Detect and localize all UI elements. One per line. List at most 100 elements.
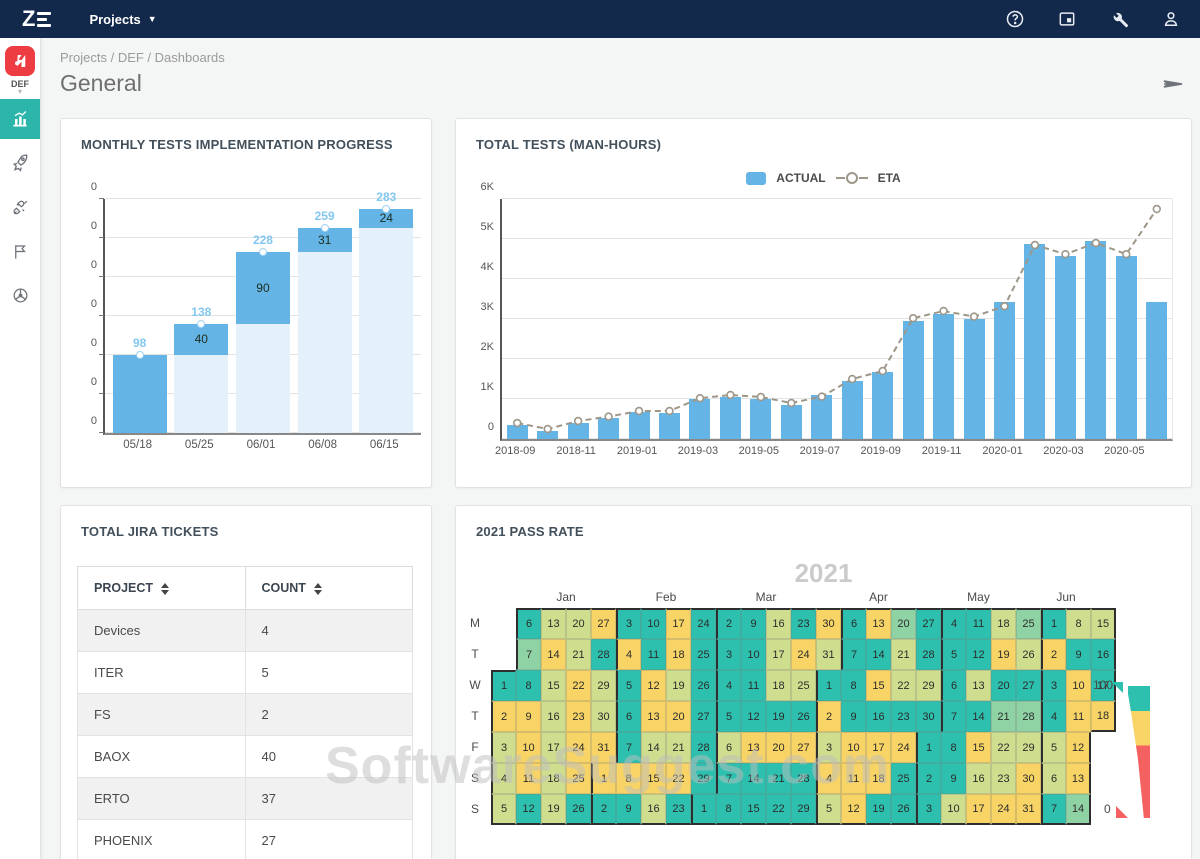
heatmap-cell[interactable]: 18 <box>666 639 691 670</box>
heatmap-cell[interactable]: 6 <box>616 701 641 732</box>
heatmap-cell[interactable]: 18 <box>991 608 1016 639</box>
table-row[interactable]: BAOX 40 <box>77 735 413 778</box>
eta-point[interactable] <box>726 390 735 400</box>
heatmap-cell[interactable]: 18 <box>766 670 791 701</box>
heatmap-cell[interactable]: 13 <box>866 608 891 639</box>
bar-increment[interactable] <box>174 323 229 356</box>
bar-actual[interactable] <box>811 395 833 439</box>
bar-actual[interactable] <box>1115 255 1137 439</box>
heatmap-cell[interactable]: 14 <box>541 639 566 670</box>
heatmap-cell[interactable]: 23 <box>991 763 1016 794</box>
heatmap-cell[interactable]: 11 <box>841 763 866 794</box>
eta-point[interactable] <box>787 398 796 408</box>
eta-point[interactable] <box>573 416 583 426</box>
heatmap-cell[interactable]: 24 <box>566 732 591 763</box>
bar-actual[interactable] <box>780 404 802 439</box>
sidebar-item-releases[interactable] <box>0 143 40 183</box>
heatmap-cell[interactable]: 4 <box>816 763 841 794</box>
heatmap-cell[interactable]: 22 <box>666 763 691 794</box>
heatmap-cell[interactable]: 16 <box>641 794 666 825</box>
sidebar-item-dashboards[interactable] <box>0 99 40 139</box>
heatmap-cell[interactable]: 23 <box>566 701 591 732</box>
bar-actual[interactable] <box>841 381 863 439</box>
table-row[interactable]: Devices 4 <box>77 609 413 652</box>
heatmap-cell[interactable]: 25 <box>1016 608 1041 639</box>
heatmap-cell[interactable]: 7 <box>841 639 866 670</box>
heatmap-cell[interactable]: 12 <box>641 670 666 701</box>
heatmap-cell[interactable]: 13 <box>966 670 991 701</box>
heatmap-cell[interactable]: 5 <box>816 794 841 825</box>
breadcrumb-item[interactable]: Dashboards <box>154 50 225 65</box>
heatmap-cell[interactable]: 16 <box>766 608 791 639</box>
heatmap-cell[interactable]: 3 <box>816 732 841 763</box>
heatmap-cell[interactable]: 18 <box>1091 701 1116 732</box>
heatmap-cell[interactable]: 10 <box>741 639 766 670</box>
help-button[interactable] <box>1004 8 1026 30</box>
bar-actual[interactable] <box>963 319 985 439</box>
heatmap-cell[interactable]: 15 <box>741 794 766 825</box>
heatmap-cell[interactable]: 28 <box>916 639 941 670</box>
heatmap-cell[interactable]: 19 <box>866 794 891 825</box>
heatmap-cell[interactable]: 3 <box>1041 670 1066 701</box>
heatmap-cell[interactable]: 30 <box>916 701 941 732</box>
bar-actual[interactable] <box>933 313 955 439</box>
heatmap-cell[interactable]: 7 <box>1041 794 1066 825</box>
projects-menu[interactable]: Projects ▼ <box>89 12 156 27</box>
heatmap-cell[interactable]: 4 <box>716 670 741 701</box>
heatmap-cell[interactable]: 23 <box>791 608 816 639</box>
heatmap-cell[interactable]: 28 <box>1016 701 1041 732</box>
heatmap-cell[interactable]: 10 <box>841 732 866 763</box>
bar-actual[interactable] <box>1054 255 1076 439</box>
heatmap-cell[interactable]: 7 <box>716 763 741 794</box>
eta-point[interactable] <box>1030 240 1040 250</box>
heatmap-cell[interactable]: 26 <box>891 794 916 825</box>
heatmap-cell[interactable]: 2 <box>591 794 616 825</box>
heatmap-cell[interactable]: 12 <box>966 639 991 670</box>
heatmap-cell[interactable]: 16 <box>866 701 891 732</box>
heatmap-cell[interactable]: 25 <box>691 639 716 670</box>
heatmap-cell[interactable]: 9 <box>1066 639 1091 670</box>
heatmap-cell[interactable]: 27 <box>591 608 616 639</box>
bar-actual[interactable] <box>1024 243 1046 439</box>
heatmap-cell[interactable]: 28 <box>591 639 616 670</box>
bar-actual[interactable] <box>750 399 772 439</box>
heatmap-cell[interactable]: 13 <box>641 701 666 732</box>
heatmap-cell[interactable]: 2 <box>716 608 741 639</box>
heatmap-cell[interactable]: 20 <box>666 701 691 732</box>
heatmap-cell[interactable]: 4 <box>1041 701 1066 732</box>
heatmap-cell[interactable]: 9 <box>516 701 541 732</box>
heatmap-cell[interactable]: 14 <box>966 701 991 732</box>
heatmap-cell[interactable]: 30 <box>816 608 841 639</box>
eta-point[interactable] <box>1152 204 1161 214</box>
heatmap-cell[interactable]: 15 <box>1091 608 1116 639</box>
heatmap-cell[interactable]: 7 <box>516 639 541 670</box>
account-button[interactable] <box>1160 8 1182 30</box>
heatmap-cell[interactable]: 8 <box>1066 608 1091 639</box>
heatmap-cell[interactable]: 20 <box>766 732 791 763</box>
eta-point[interactable] <box>665 406 674 416</box>
heatmap-cell[interactable]: 5 <box>716 701 741 732</box>
eta-point[interactable] <box>604 412 613 421</box>
tools-button[interactable] <box>1108 8 1130 30</box>
heatmap-cell[interactable]: 6 <box>716 732 741 763</box>
heatmap-cell[interactable]: 24 <box>691 608 716 639</box>
heatmap-cell[interactable]: 22 <box>991 732 1016 763</box>
sidebar-item-milestones[interactable] <box>0 231 40 271</box>
heatmap-cell[interactable]: 27 <box>916 608 941 639</box>
bar-increment[interactable] <box>112 355 167 433</box>
heatmap-cell[interactable]: 17 <box>866 732 891 763</box>
heatmap-cell[interactable]: 8 <box>516 670 541 701</box>
share-dashboard-button[interactable] <box>1160 74 1186 99</box>
eta-point[interactable] <box>1091 238 1101 248</box>
heatmap-cell[interactable]: 21 <box>666 732 691 763</box>
heatmap-cell[interactable]: 28 <box>691 732 716 763</box>
heatmap-cell[interactable]: 24 <box>991 794 1016 825</box>
heatmap-cell[interactable]: 20 <box>566 608 591 639</box>
heatmap-cell[interactable]: 7 <box>616 732 641 763</box>
heatmap-cell[interactable]: 14 <box>641 732 666 763</box>
heatmap-cell[interactable]: 19 <box>541 794 566 825</box>
bar-actual[interactable] <box>506 425 528 439</box>
bar-actual[interactable] <box>994 301 1015 439</box>
heatmap-cell[interactable]: 12 <box>1066 732 1091 763</box>
heatmap-cell[interactable]: 27 <box>791 732 816 763</box>
